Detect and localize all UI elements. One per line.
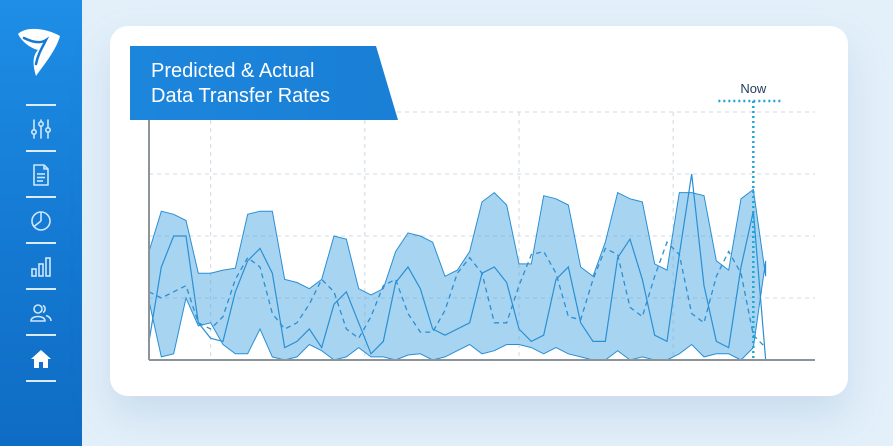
sidebar-divider xyxy=(26,334,56,336)
range-band-area xyxy=(148,188,767,361)
sidebar-divider xyxy=(26,104,56,106)
chart-title-banner: Predicted & Actual Data Transfer Rates xyxy=(130,46,398,120)
bar-chart-icon[interactable] xyxy=(28,254,54,280)
chart-title-line-2: Data Transfer Rates xyxy=(151,85,330,107)
sidebar xyxy=(0,0,82,446)
sidebar-divider xyxy=(26,288,56,290)
pie-chart-icon[interactable] xyxy=(28,208,54,234)
now-marker: Now xyxy=(718,81,784,360)
sidebar-divider xyxy=(26,380,56,382)
logo-icon xyxy=(18,28,60,76)
chart-axes xyxy=(148,112,815,361)
now-label: Now xyxy=(740,81,767,96)
sidebar-divider xyxy=(26,150,56,152)
actual-series-line xyxy=(148,173,767,361)
chart-series xyxy=(148,173,767,361)
sidebar-divider xyxy=(26,242,56,244)
chart-title-line-1: Predicted & Actual xyxy=(151,60,315,82)
predicted-series-line xyxy=(148,241,767,349)
users-icon[interactable] xyxy=(28,300,54,326)
sidebar-divider xyxy=(26,196,56,198)
document-icon[interactable] xyxy=(28,162,54,188)
home-icon[interactable] xyxy=(28,346,54,372)
sliders-icon[interactable] xyxy=(28,116,54,142)
